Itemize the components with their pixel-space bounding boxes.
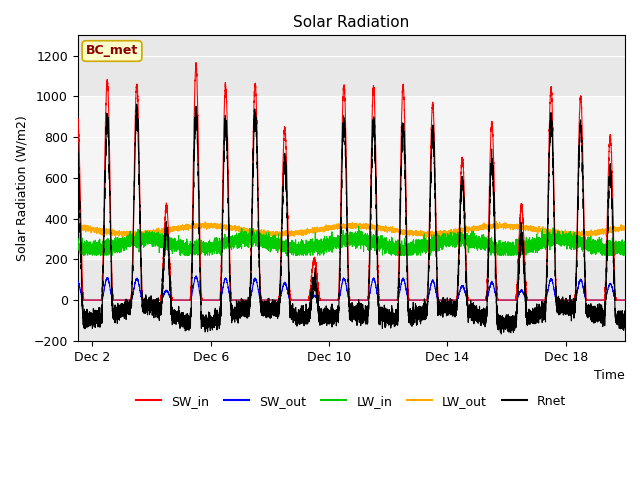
- LW_out: [289, 230, 297, 236]
- Line: LW_out: LW_out: [77, 222, 625, 239]
- LW_out: [493, 219, 500, 225]
- SW_out: [484, 290, 492, 296]
- Rnet: [74, 162, 81, 168]
- LW_in: [621, 241, 629, 247]
- SW_in: [621, 297, 629, 303]
- LW_in: [526, 250, 534, 255]
- LW_in: [506, 240, 513, 246]
- Line: SW_in: SW_in: [77, 62, 625, 300]
- Rnet: [497, 331, 505, 337]
- SW_out: [305, 297, 312, 303]
- SW_in: [79, 297, 87, 303]
- Rnet: [621, 312, 629, 318]
- SW_out: [193, 273, 200, 279]
- LW_out: [526, 227, 534, 233]
- SW_out: [289, 297, 297, 303]
- Line: SW_out: SW_out: [77, 276, 625, 300]
- LW_in: [77, 252, 84, 258]
- SW_in: [506, 297, 513, 303]
- SW_in: [74, 118, 81, 124]
- LW_in: [355, 223, 362, 229]
- Rnet: [526, 322, 534, 327]
- SW_in: [305, 297, 312, 303]
- Rnet: [484, 259, 492, 265]
- SW_out: [511, 297, 519, 303]
- SW_in: [192, 60, 200, 65]
- Rnet: [305, 314, 312, 320]
- LW_out: [74, 225, 81, 230]
- SW_out: [74, 279, 81, 285]
- LW_in: [289, 244, 297, 250]
- SW_out: [79, 297, 87, 303]
- Rnet: [506, 314, 513, 320]
- SW_in: [289, 297, 297, 303]
- Rnet: [133, 101, 141, 107]
- X-axis label: Time: Time: [595, 369, 625, 382]
- Rnet: [289, 310, 297, 315]
- LW_in: [484, 245, 492, 251]
- SW_in: [484, 232, 492, 238]
- Y-axis label: Solar Radiation (W/m2): Solar Radiation (W/m2): [15, 115, 28, 261]
- LW_out: [305, 227, 312, 233]
- Legend: SW_in, SW_out, LW_in, LW_out, Rnet: SW_in, SW_out, LW_in, LW_out, Rnet: [131, 390, 572, 413]
- Bar: [77, 96, 625, 259]
- Title: Solar Radiation: Solar Radiation: [293, 15, 410, 30]
- Rnet: [511, 321, 519, 327]
- LW_out: [506, 225, 513, 230]
- LW_out: [119, 236, 127, 241]
- LW_in: [305, 243, 312, 249]
- SW_out: [526, 297, 534, 303]
- LW_out: [484, 222, 492, 228]
- LW_in: [511, 249, 519, 255]
- SW_in: [511, 297, 519, 303]
- SW_out: [506, 297, 513, 303]
- Line: LW_in: LW_in: [77, 226, 625, 255]
- LW_out: [511, 225, 519, 231]
- LW_out: [621, 228, 629, 233]
- SW_in: [526, 297, 534, 303]
- SW_out: [621, 297, 629, 303]
- Line: Rnet: Rnet: [77, 104, 625, 334]
- LW_in: [74, 249, 81, 254]
- Text: BC_met: BC_met: [86, 45, 138, 58]
